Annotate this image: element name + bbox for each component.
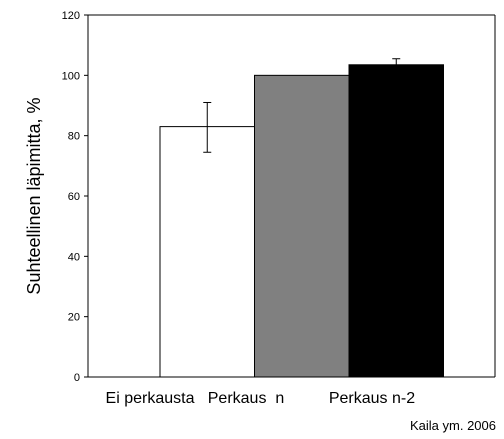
- y-tick-label: 40: [68, 251, 80, 263]
- source-annotation: Kaila ym. 2006: [410, 418, 496, 433]
- bar: [159, 126, 255, 378]
- y-tick-label: 120: [62, 10, 80, 22]
- y-tick-label: 100: [62, 70, 80, 82]
- category-labels: Ei perkausta Perkaus n Perkaus n-2: [106, 390, 416, 407]
- x-category-label: Perkaus n: [208, 390, 284, 407]
- y-axis-label: Suhteellinen läpimitta, %: [24, 97, 44, 294]
- y-ticks: 0 20 40 60 80 100 120: [62, 10, 88, 384]
- bar: [348, 64, 444, 378]
- y-tick-label: 60: [68, 191, 80, 203]
- error-bars: [203, 58, 401, 153]
- y-tick-label: 0: [74, 372, 80, 384]
- y-tick-label: 80: [68, 131, 80, 143]
- bars: [159, 64, 444, 378]
- x-category-label: Perkaus n-2: [329, 390, 415, 407]
- bar: [254, 74, 350, 378]
- x-category-label: Ei perkausta: [106, 390, 195, 407]
- y-tick-label: 20: [68, 312, 80, 324]
